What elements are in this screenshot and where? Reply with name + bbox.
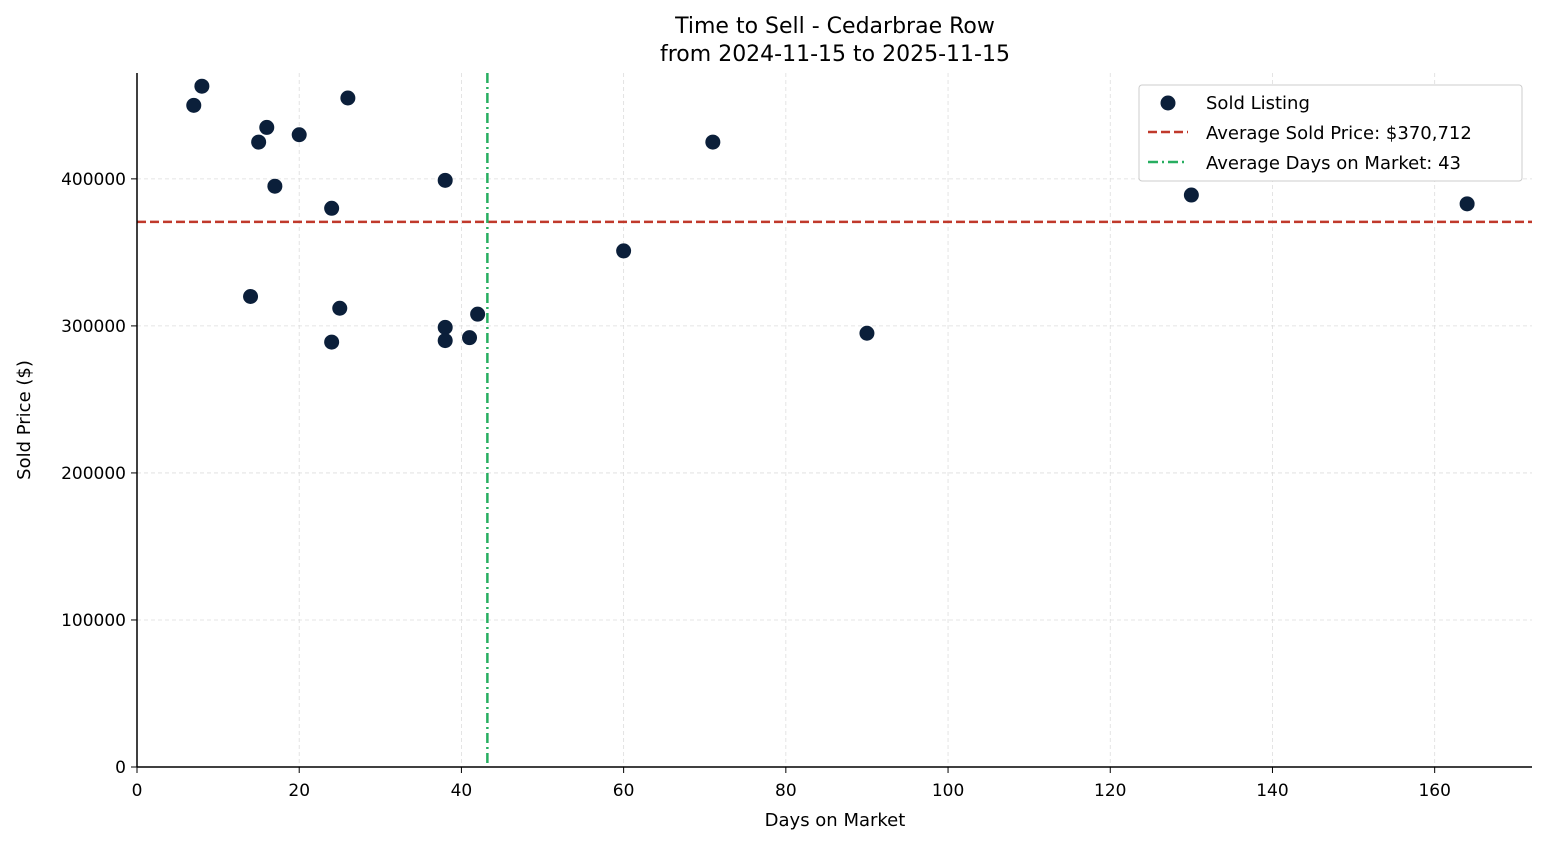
x-tick-label: 80: [775, 781, 797, 801]
x-tick-label: 160: [1418, 781, 1450, 801]
y-tick-label: 200000: [61, 464, 126, 484]
data-point: [243, 288, 259, 304]
data-point: [332, 300, 348, 316]
data-point: [259, 119, 275, 135]
y-tick-label: 400000: [61, 170, 126, 190]
x-tick-label: 20: [288, 781, 310, 801]
data-point: [194, 78, 210, 94]
chart-title: Time to Sell - Cedarbrae Row: [674, 14, 995, 39]
data-point: [267, 178, 283, 194]
y-axis-label: Sold Price ($): [14, 360, 35, 480]
data-point: [705, 134, 721, 150]
x-tick-label: 40: [451, 781, 473, 801]
data-point: [1459, 196, 1475, 212]
data-point: [859, 325, 875, 341]
legend-label-average-price: Average Sold Price: $370,712: [1206, 123, 1472, 144]
x-axis-label: Days on Market: [765, 810, 906, 831]
data-point: [324, 200, 340, 216]
data-point: [616, 243, 632, 259]
x-tick-label: 100: [932, 781, 964, 801]
data-point: [251, 134, 267, 150]
legend-marker-sold-listing: [1160, 95, 1176, 111]
data-point: [437, 319, 453, 335]
data-point: [291, 127, 307, 143]
legend-label-sold-listing: Sold Listing: [1206, 93, 1310, 114]
data-point: [470, 306, 486, 322]
data-point: [437, 333, 453, 349]
x-tick-label: 120: [1094, 781, 1126, 801]
legend-label-average-days: Average Days on Market: 43: [1206, 153, 1461, 174]
data-points: [186, 78, 1475, 350]
data-point: [186, 97, 202, 113]
data-point: [462, 330, 478, 346]
legend: Sold Listing Average Sold Price: $370,71…: [1138, 84, 1523, 182]
data-point: [437, 172, 453, 188]
legend-frame: [1138, 84, 1523, 182]
x-tick-label: 0: [132, 781, 143, 801]
tick-labels: 0 20 40 60 80 100 120 140 160 0 100000 200000 300000…: [61, 170, 1451, 801]
data-point: [324, 334, 340, 350]
y-tick-label: 300000: [61, 317, 126, 337]
x-tick-label: 140: [1256, 781, 1288, 801]
reference-lines: [137, 73, 1532, 767]
axes: [131, 73, 1532, 773]
data-point: [340, 90, 356, 106]
y-tick-label: 0: [115, 758, 126, 778]
data-point: [1183, 187, 1199, 203]
x-tick-label: 60: [613, 781, 635, 801]
y-tick-label: 100000: [61, 611, 126, 631]
chart-subtitle: from 2024-11-15 to 2025-11-15: [660, 42, 1010, 67]
